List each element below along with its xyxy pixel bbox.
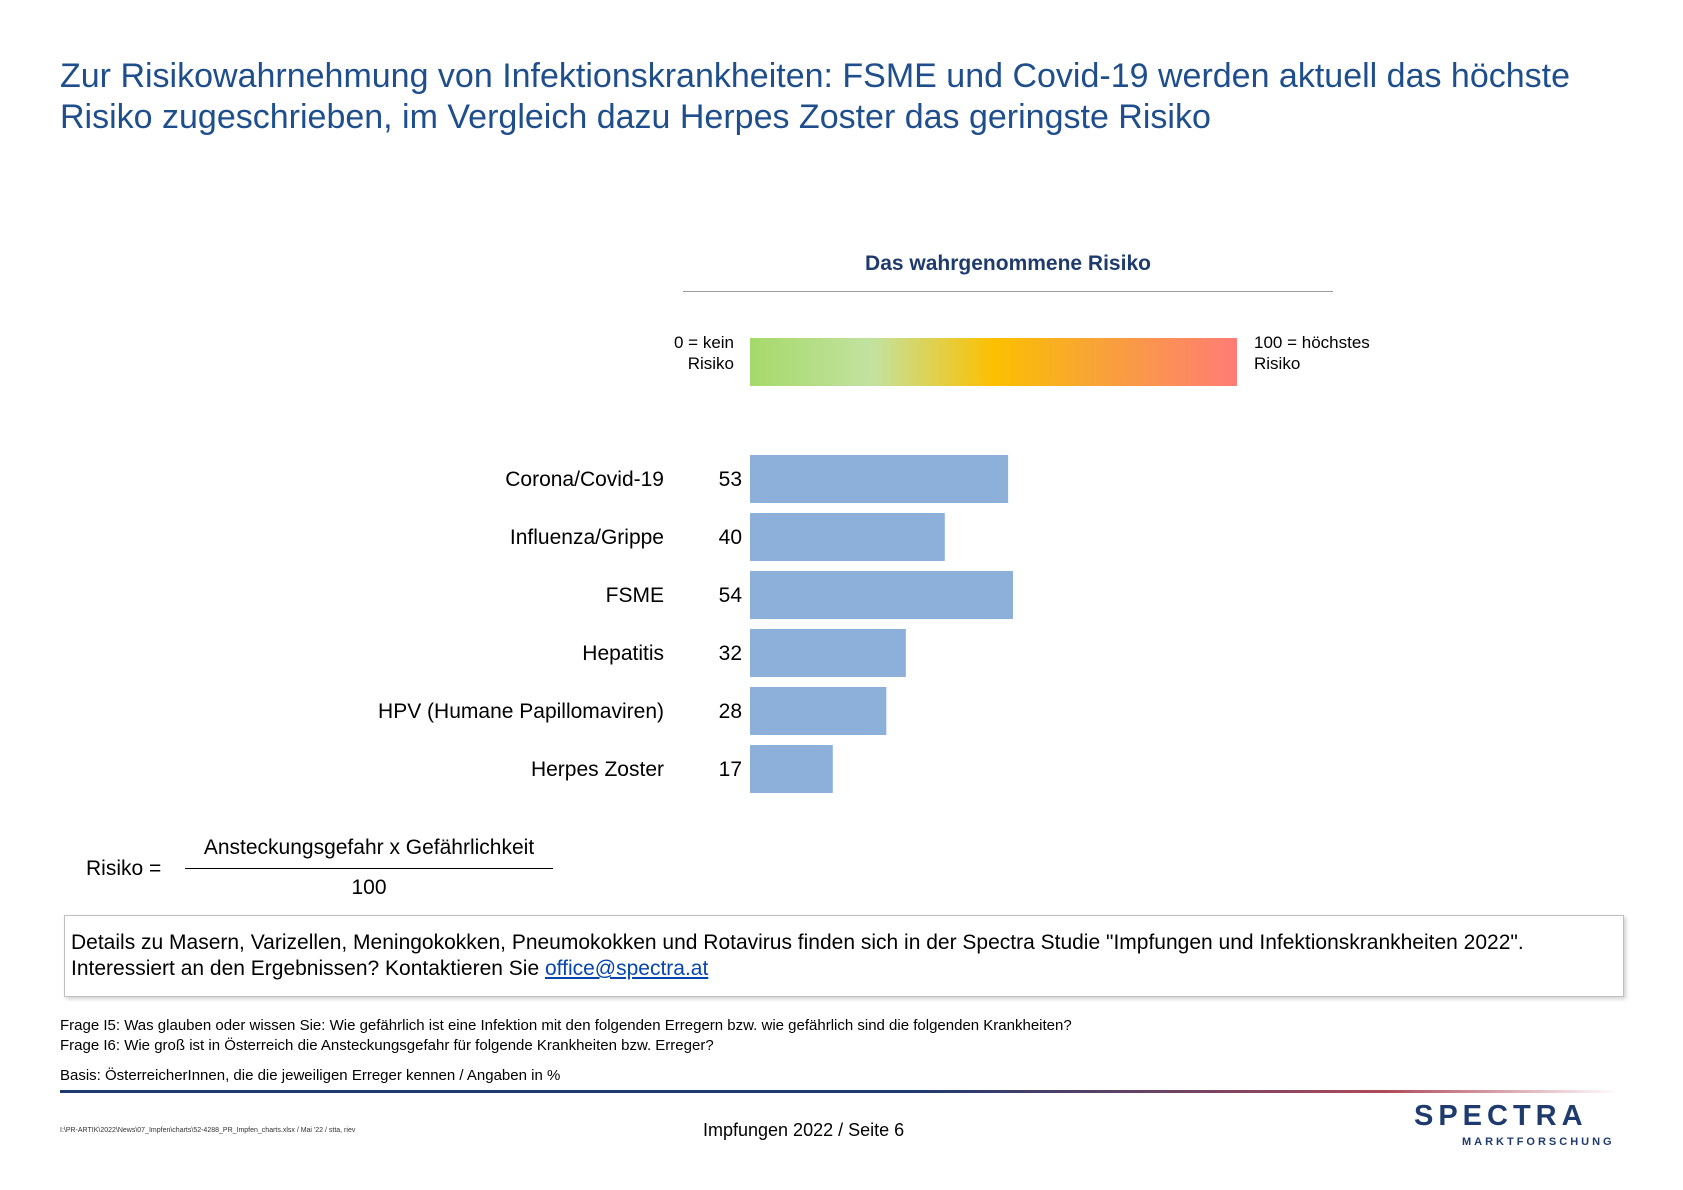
- risk-gradient-scale: [750, 338, 1237, 386]
- study-note-text: Details zu Masern, Varizellen, Meningoko…: [71, 931, 1524, 954]
- scale-min-label: 0 = kein Risiko: [673, 333, 734, 373]
- category-label: Corona/Covid-19: [505, 468, 664, 491]
- spectra-logo: SPECTRA: [1414, 1100, 1588, 1132]
- bar: [750, 687, 887, 735]
- category-label: Herpes Zoster: [531, 758, 664, 781]
- email-link[interactable]: office@spectra.at: [544, 957, 709, 980]
- study-note-box: Details zu Masern, Varizellen, Meningoko…: [64, 915, 1624, 997]
- question-i5: Frage I5: Was glauben oder wissen Sie: W…: [60, 1017, 1072, 1034]
- bar: [750, 571, 1013, 619]
- contact-text: Interessiert an den Ergebnissen? Kontakt…: [71, 957, 545, 980]
- bar: [750, 513, 945, 561]
- category-label: Hepatitis: [582, 642, 664, 665]
- bar: [750, 745, 833, 793]
- risk-bar-chart: Corona/Covid-19 53 Influenza/Grippe 40 FSME 5…: [378, 455, 1013, 793]
- formula-fraction-line: [185, 868, 553, 869]
- value-label: 17: [719, 758, 742, 781]
- spectra-logo-subtitle: MARKTFORSCHUNG: [1462, 1136, 1615, 1148]
- basis-note: Basis: ÖsterreicherInnen, die die jeweil…: [60, 1067, 561, 1084]
- contact-line: Interessiert an den Ergebnissen? Kontakt…: [71, 956, 1617, 982]
- value-label: 28: [719, 700, 742, 723]
- question-i6: Frage I6: Wie groß ist in Österreich die…: [60, 1037, 714, 1054]
- file-path: I:\PR-ARTIK\2022\News\07_Impfen\charts\5…: [60, 1127, 356, 1134]
- category-label: FSME: [606, 584, 664, 607]
- scale-max-label: 100 = höchstes Risiko: [1254, 333, 1370, 373]
- value-label: 53: [719, 468, 742, 491]
- footer-divider: [60, 1090, 1620, 1093]
- chart-title-divider: [683, 291, 1333, 292]
- value-label: 54: [719, 584, 743, 607]
- formula-numerator: Ansteckungsgefahr x Gefährlichkeit: [203, 836, 535, 859]
- page-title: Zur Risikowahrnehmung von Infektionskran…: [60, 57, 1571, 136]
- category-label: Influenza/Grippe: [510, 526, 664, 549]
- formula-denominator: 100: [351, 876, 387, 899]
- chart-title: Das wahrgenommene Risiko: [865, 252, 1151, 275]
- value-label: 40: [719, 526, 742, 549]
- bar: [750, 629, 906, 677]
- page-number: Impfungen 2022 / Seite 6: [703, 1120, 905, 1140]
- category-label: HPV (Humane Papillomaviren): [378, 700, 664, 723]
- bar: [750, 455, 1009, 503]
- value-label: 32: [719, 642, 742, 665]
- formula-label: Risiko =: [86, 857, 162, 880]
